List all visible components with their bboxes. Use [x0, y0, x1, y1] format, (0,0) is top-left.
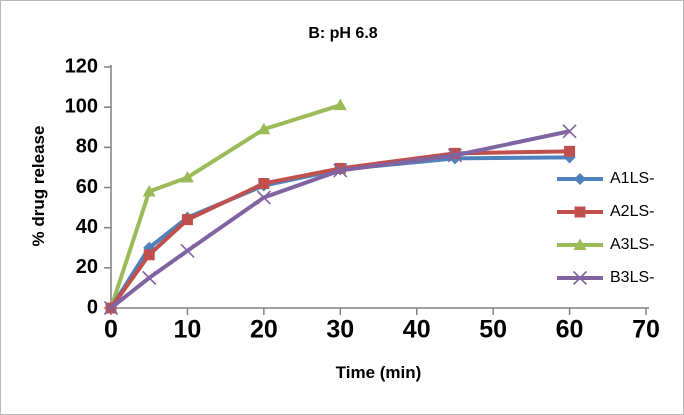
x-tick-label: 40 [403, 316, 431, 344]
y-tick-label: 80 [76, 136, 98, 158]
series-b3ls [103, 124, 577, 316]
legend: A1LS- A2LS- A3LS- B3LS- [557, 162, 654, 294]
square-marker [574, 206, 586, 217]
y-tick-label: 40 [76, 216, 98, 238]
legend-item: B3LS- [557, 261, 654, 294]
x-marker [256, 190, 271, 205]
triangle-marker [573, 238, 587, 250]
square-marker [258, 177, 270, 189]
chart-title: B: pH 6.8 [308, 25, 378, 42]
series-line [109, 103, 341, 309]
x-tick-label: 50 [479, 316, 507, 344]
y-tick-label: 120 [65, 55, 98, 77]
x-tick-label: 0 [104, 316, 118, 344]
x-marker [562, 124, 577, 139]
y-tick-label: 0 [87, 296, 98, 318]
x-marker [103, 300, 119, 316]
legend-label: A3LS- [610, 235, 655, 253]
x-tick-label: 20 [250, 316, 278, 344]
legend-item: A2LS- [557, 195, 654, 228]
y-tick-label: 60 [76, 176, 98, 198]
legend-item: A1LS- [557, 162, 654, 195]
legend-marker [557, 270, 603, 285]
x-marker [572, 270, 588, 285]
x-axis-title: Time (min) [335, 363, 422, 382]
square-marker [564, 145, 576, 157]
diamond-marker [574, 172, 586, 185]
legend-item: A3LS- [557, 228, 654, 261]
x-tick-label: 70 [632, 316, 660, 344]
legend-label: B3LS- [610, 268, 655, 286]
triangle-marker [257, 122, 271, 135]
legend-marker [557, 172, 603, 185]
legend-marker [557, 206, 603, 217]
legend-marker [557, 238, 603, 250]
y-tick-label: 100 [65, 95, 98, 117]
square-marker [181, 214, 193, 226]
triangle-marker [142, 185, 156, 197]
x-tick-label: 30 [326, 316, 354, 344]
legend-label: A1LS- [610, 169, 655, 187]
x-marker [142, 270, 157, 285]
y-tick-label: 20 [76, 256, 98, 278]
triangle-marker [180, 170, 194, 183]
x-marker [333, 163, 348, 178]
x-marker [180, 243, 195, 258]
triangle-marker [333, 98, 347, 111]
x-tick-label: 10 [174, 316, 202, 344]
series-a3ls [104, 98, 347, 313]
x-tick-label: 60 [556, 316, 584, 344]
square-marker [143, 249, 155, 261]
legend-label: A2LS- [610, 202, 655, 220]
x-marker [447, 148, 462, 163]
